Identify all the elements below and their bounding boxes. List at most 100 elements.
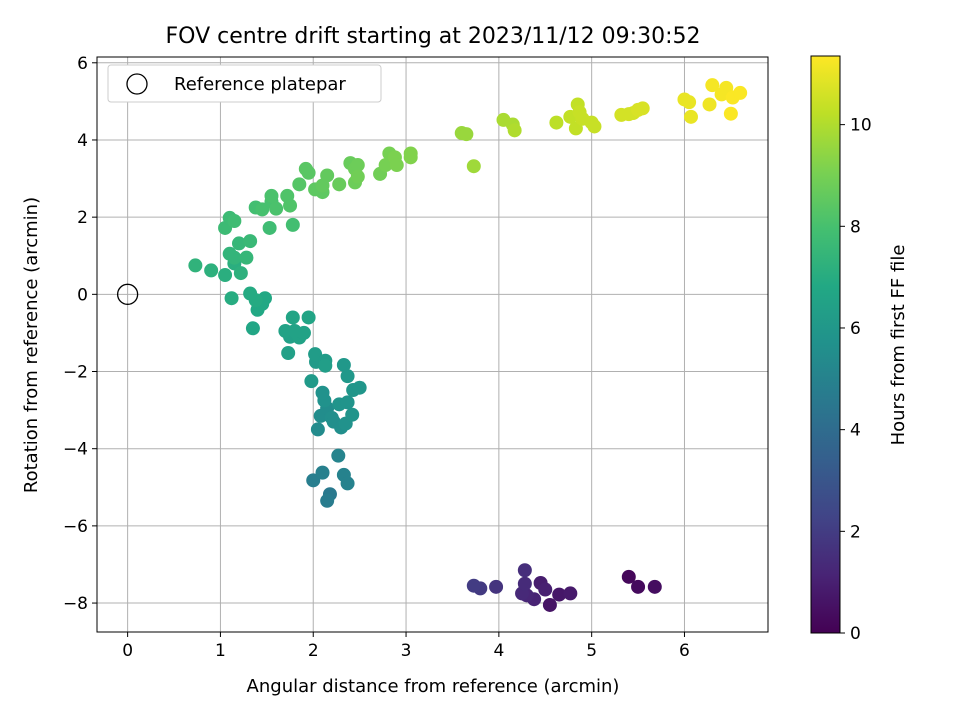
data-point — [538, 582, 553, 597]
data-point — [350, 169, 365, 184]
plot-frame — [96, 56, 769, 633]
grid-lines — [97, 57, 768, 632]
data-point — [542, 597, 557, 612]
data-point — [233, 266, 248, 281]
colorbar-label: Hours from first FF file — [888, 245, 909, 446]
data-point — [389, 158, 404, 173]
y-tick-label: 2 — [77, 208, 88, 228]
y-axis-ticks: −8 −6 −4 −2 0 2 4 6 — [63, 54, 97, 614]
data-point — [549, 115, 564, 130]
data-point — [243, 286, 258, 301]
data-point — [466, 159, 481, 174]
colorbar-tick-label: 6 — [850, 319, 861, 339]
data-point — [340, 476, 355, 491]
y-tick-label: −6 — [63, 517, 88, 537]
legend-marker — [126, 73, 148, 95]
data-point — [264, 188, 279, 203]
x-tick-label: 0 — [122, 641, 133, 661]
data-point — [683, 109, 698, 124]
data-point — [227, 250, 242, 265]
data-point — [262, 220, 277, 235]
data-point — [280, 188, 295, 203]
data-point — [378, 158, 393, 173]
data-point — [517, 576, 532, 591]
chart-title: FOV centre drift starting at 2023/11/12 … — [166, 24, 701, 49]
legend-label: Reference platepar — [174, 74, 346, 95]
data-point — [281, 345, 296, 360]
legend: Reference platepar — [107, 64, 382, 103]
data-point — [340, 395, 355, 410]
data-point — [320, 493, 335, 508]
data-point — [403, 146, 418, 161]
data-point — [310, 422, 325, 437]
x-axis-label: Angular distance from reference (arcmin) — [247, 676, 620, 697]
x-axis-ticks: 0 1 2 3 4 5 6 — [122, 632, 690, 661]
data-point — [204, 263, 219, 278]
data-point — [304, 374, 319, 389]
data-point — [352, 380, 367, 395]
data-point — [239, 250, 254, 265]
data-point — [517, 563, 532, 578]
data-point — [285, 217, 300, 232]
data-point — [345, 407, 360, 422]
data-point — [631, 579, 646, 594]
data-point — [255, 202, 270, 217]
data-point — [587, 119, 602, 134]
data-point — [301, 165, 316, 180]
y-tick-label: −2 — [63, 363, 88, 383]
colorbar-tick-label: 0 — [850, 624, 861, 644]
data-point — [723, 106, 738, 121]
data-point — [308, 347, 323, 362]
y-tick-label: −8 — [63, 594, 88, 614]
data-point — [227, 214, 242, 229]
x-tick-label: 5 — [586, 641, 597, 661]
x-tick-label: 3 — [401, 641, 412, 661]
data-point — [188, 258, 203, 273]
data-point — [459, 127, 474, 142]
x-tick-label: 1 — [215, 641, 226, 661]
data-point — [315, 385, 330, 400]
data-point — [231, 236, 246, 251]
data-point — [336, 357, 351, 372]
y-tick-label: 6 — [77, 54, 88, 74]
data-point — [306, 473, 321, 488]
data-point — [340, 369, 355, 384]
colorbar-ticks: 0 2 4 6 8 10 — [840, 116, 872, 644]
data-point — [243, 234, 258, 249]
colorbar-tick-label: 8 — [850, 217, 861, 237]
data-point — [224, 291, 239, 306]
colorbar-tick-label: 4 — [850, 421, 861, 441]
data-point — [285, 310, 300, 325]
data-point — [682, 95, 697, 110]
data-point — [245, 321, 260, 336]
data-point — [331, 448, 346, 463]
y-tick-label: 0 — [77, 285, 88, 305]
data-point — [332, 177, 347, 192]
data-point — [705, 78, 720, 93]
x-tick-label: 4 — [493, 641, 504, 661]
data-point — [507, 123, 522, 138]
data-point — [552, 587, 567, 602]
data-point — [733, 85, 748, 100]
data-point — [269, 201, 284, 216]
data-point — [318, 358, 333, 373]
data-point — [647, 579, 662, 594]
data-point — [489, 579, 504, 594]
data-point — [466, 578, 481, 593]
y-tick-label: 4 — [77, 131, 88, 151]
data-point — [350, 158, 365, 173]
scatter-points — [188, 78, 748, 612]
data-point — [320, 168, 335, 183]
reference-marker — [116, 283, 139, 305]
data-point — [702, 97, 717, 112]
colorbar — [810, 55, 841, 634]
x-tick-label: 6 — [679, 641, 690, 661]
x-tick-label: 2 — [308, 641, 319, 661]
legend-box — [107, 64, 382, 103]
data-point — [635, 101, 650, 116]
colorbar-tick-label: 2 — [850, 522, 861, 542]
y-axis-label: Rotation from reference (arcmin) — [21, 197, 42, 493]
data-point — [218, 268, 233, 283]
data-point — [621, 569, 636, 584]
